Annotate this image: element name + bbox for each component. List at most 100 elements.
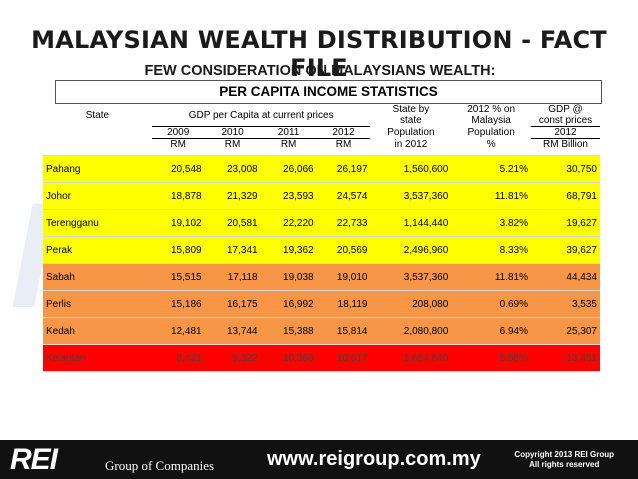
cell-gdp-2010: 9,322 (204, 344, 261, 372)
cell-gdp-2012: 22,733 (316, 209, 371, 237)
cell-gdp-const: 3,535 (531, 290, 600, 318)
cell-population: 3,537,360 (370, 263, 452, 291)
cell-state: Kelantan (43, 344, 152, 372)
cell-gdp-2009: 20,548 (151, 155, 205, 183)
cell-gdp-2009: 18,878 (151, 182, 205, 210)
cell-state: Perlis (43, 290, 152, 318)
cell-pct: 5.21% (451, 155, 531, 183)
cell-gdp-2011: 16,992 (260, 290, 317, 318)
cell-gdp-const: 30,750 (531, 155, 600, 183)
table-header: State GDP per Capita at current prices S… (43, 104, 600, 156)
cell-gdp-2009: 15,515 (151, 263, 205, 291)
header-unit-2011: RM (260, 138, 317, 150)
header-year-2011: 2011 (260, 126, 317, 139)
cell-gdp-2011: 19,362 (260, 236, 317, 264)
cell-gdp-2009: 15,809 (151, 236, 205, 264)
header-pct-line3: Population (451, 126, 531, 139)
cell-gdp-2011: 22,220 (260, 209, 317, 237)
cell-gdp-2009: 15,186 (151, 290, 205, 318)
cell-gdp-2010: 23,008 (204, 155, 261, 183)
cell-state: Johor (43, 182, 152, 210)
cell-gdp-2012: 10,617 (316, 344, 371, 372)
table-row: Sabah 15,515 17,118 19,038 19,010 3,537,… (43, 263, 600, 291)
cell-gdp-2012: 20,569 (316, 236, 371, 264)
cell-population: 208,080 (370, 290, 452, 318)
page-title: MALAYSIAN WEALTH DISTRIBUTION - FACT FIL… (31, 26, 607, 82)
cell-gdp-2010: 17,341 (204, 236, 261, 264)
cell-population: 3,537,360 (370, 182, 452, 210)
cell-pct: 8.33% (451, 236, 531, 264)
page-subtitle: FEW CONSIDERATION ON MALAYSIANS WEALTH: (144, 63, 496, 79)
table-row: Kelantan 8,421 9,322 10,366 10,617 1,664… (43, 344, 600, 372)
cell-gdp-2011: 23,593 (260, 182, 317, 210)
cell-gdp-2009: 19,102 (151, 209, 205, 237)
cell-state: Pahang (43, 155, 152, 183)
cell-gdp-2012: 15,814 (316, 317, 371, 345)
cell-gdp-2012: 19,010 (316, 263, 371, 291)
cell-gdp-const: 39,627 (531, 236, 600, 264)
table-title: PER CAPITA INCOME STATISTICS (55, 80, 602, 104)
cell-gdp-const: 13,461 (531, 344, 600, 372)
header-gdp-line3: 2012 (531, 126, 600, 139)
cell-gdp-2009: 12,481 (151, 317, 205, 345)
header-state: State (43, 104, 152, 127)
cell-pct: 6.94% (451, 317, 531, 345)
header-gdp-per-capita: GDP per Capita at current prices (151, 104, 371, 127)
copyright-line1: Copyright 2013 REI Group (514, 450, 614, 459)
cell-pct: 3.82% (451, 209, 531, 237)
table-row: Terengganu 19,102 20,581 22,220 22,733 1… (43, 209, 600, 237)
cell-gdp-const: 68,791 (531, 182, 600, 210)
cell-population: 2,080,800 (370, 317, 452, 345)
footer-bar: REI Group of Companies www.reigroup.com.… (0, 440, 638, 479)
cell-pct: 11.81% (451, 182, 531, 210)
table-row: Perlis 15,186 16,175 16,992 18,119 208,0… (43, 290, 600, 318)
header-population-line4: in 2012 (370, 138, 452, 150)
group-name: Group of Companies (105, 458, 215, 473)
cell-population: 1,144,440 (370, 209, 452, 237)
cell-gdp-2011: 10,366 (260, 344, 317, 372)
cell-state: Terengganu (43, 209, 152, 237)
cell-gdp-2012: 18,119 (316, 290, 371, 318)
cell-gdp-2010: 16,175 (204, 290, 261, 318)
cell-gdp-2010: 20,581 (204, 209, 261, 237)
header-population-line3: Population (370, 126, 452, 139)
cell-gdp-2012: 26,197 (316, 155, 371, 183)
cell-gdp-const: 25,307 (531, 317, 600, 345)
cell-pct: 5.56% (451, 344, 531, 372)
header-year-2009: 2009 (151, 126, 205, 139)
cell-gdp-2009: 8,421 (151, 344, 205, 372)
header-pct-line2: Malaysia (451, 115, 531, 127)
income-table: State GDP per Capita at current prices S… (43, 104, 600, 372)
header-population-line2: state (370, 115, 452, 127)
cell-gdp-2011: 15,388 (260, 317, 317, 345)
header-unit-2009: RM (151, 138, 205, 150)
copyright-line2: All rights reserved (529, 460, 600, 469)
header-unit-2012: RM (316, 138, 371, 150)
copyright-notice: Copyright 2013 REI Group All rights rese… (514, 450, 614, 470)
cell-gdp-2011: 19,038 (260, 263, 317, 291)
cell-gdp-const: 19,627 (531, 209, 600, 237)
income-table-container: PER CAPITA INCOME STATISTICS State GDP p… (43, 80, 602, 440)
cell-gdp-2012: 24,574 (316, 182, 371, 210)
header-gdp-line4: RM Billion (531, 138, 600, 150)
cell-state: Perak (43, 236, 152, 264)
header-gdp-line1: GDP @ (531, 104, 600, 115)
cell-state: Sabah (43, 263, 152, 291)
rei-logo: REI (10, 443, 58, 476)
cell-gdp-const: 44,434 (531, 263, 600, 291)
cell-gdp-2010: 21,329 (204, 182, 261, 210)
cell-population: 1,664,640 (370, 344, 452, 372)
cell-gdp-2010: 17,118 (204, 263, 261, 291)
table-row: Perak 15,809 17,341 19,362 20,569 2,496,… (43, 236, 600, 264)
header-pct-line1: 2012 % on (451, 104, 531, 115)
cell-population: 2,496,960 (370, 236, 452, 264)
cell-gdp-2010: 13,744 (204, 317, 261, 345)
cell-population: 1,560,600 (370, 155, 452, 183)
cell-state: Kedah (43, 317, 152, 345)
table-body: Pahang 20,548 23,008 26,066 26,197 1,560… (43, 155, 600, 372)
website-url[interactable]: www.reigroup.com.my (267, 448, 481, 470)
cell-pct: 0.69% (451, 290, 531, 318)
header-year-2012: 2012 (316, 126, 371, 139)
header-population-line1: State by (370, 104, 452, 115)
header-unit-2010: RM (204, 138, 261, 150)
